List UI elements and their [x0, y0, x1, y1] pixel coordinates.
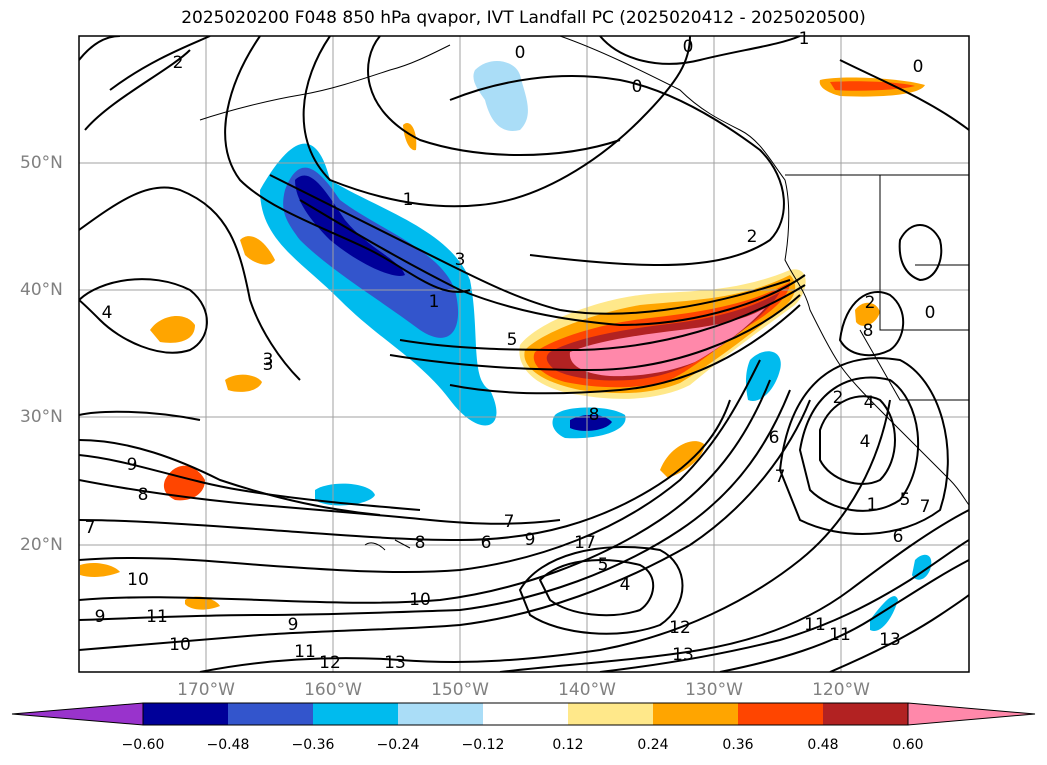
lat-label: 30°N [20, 407, 63, 427]
contour-label: 1 [429, 292, 440, 312]
negative-anomaly-region [260, 60, 932, 631]
graticule [79, 36, 969, 672]
lon-label: 170°W [177, 680, 235, 700]
contour-label: 0 [925, 303, 936, 323]
lon-label: 140°W [558, 680, 616, 700]
colorbar-tick-label: −0.36 [291, 737, 335, 753]
contour-label: 4 [102, 303, 113, 323]
contour-label: 11 [294, 642, 316, 662]
contour-label: 4 [864, 393, 875, 413]
lat-label: 40°N [20, 280, 63, 300]
positive-anomaly-region [80, 77, 925, 610]
lat-label: 20°N [20, 535, 63, 555]
contour-label: 1 [403, 190, 414, 210]
colorbar-tick-label: 0.24 [637, 737, 669, 753]
contour-label: 7 [775, 467, 786, 487]
contour-label: 4 [860, 432, 871, 452]
contour-label: 5 [900, 490, 911, 510]
contour-label: 3 [263, 350, 274, 370]
colorbar-swatch [568, 703, 653, 725]
contour-label: 8 [138, 485, 149, 505]
colorbar-swatch [483, 703, 568, 725]
contour-label: 13 [879, 630, 901, 650]
colorbar-extend-high [907, 702, 1036, 726]
colorbar-tick-label: 0.12 [552, 737, 584, 753]
colorbar-extend-low [11, 702, 144, 726]
contour-label: 7 [504, 512, 515, 532]
map-frame [78, 35, 970, 673]
contour-label: 5 [507, 330, 518, 350]
contour-label: 11 [146, 607, 168, 627]
colorbar-tick-label: −0.24 [376, 737, 420, 753]
contour-label: 10 [127, 570, 149, 590]
lon-label: 150°W [431, 680, 489, 700]
colorbar-swatch [143, 703, 228, 725]
ivt-contours [79, 36, 969, 672]
colorbar-swatch [823, 703, 908, 725]
contour-label: 6 [769, 428, 780, 448]
colorbar-swatch [738, 703, 823, 725]
contour-label: 12 [319, 653, 341, 673]
contour-label: 7 [85, 518, 96, 538]
lon-label: 130°W [685, 680, 743, 700]
lon-label: 120°W [812, 680, 870, 700]
colorbar-swatch [228, 703, 313, 725]
contour-label: 2 [865, 293, 876, 313]
contour-label: 3 [263, 355, 274, 375]
contour-label: 9 [288, 615, 299, 635]
contour-label: 2 [833, 388, 844, 408]
contour-label: 10 [169, 635, 191, 655]
colorbar-swatch [653, 703, 738, 725]
contour-label: 13 [384, 653, 406, 673]
colorbar-tick-label: 0.36 [722, 737, 754, 753]
contour-label: 13 [672, 645, 694, 665]
contour-label: 0 [683, 37, 694, 57]
contour-label: 0 [632, 77, 643, 97]
contour-label: 11 [804, 615, 826, 635]
contour-label: 9 [95, 607, 106, 627]
contour-label: 7 [920, 497, 931, 517]
contour-label: 11 [829, 625, 851, 645]
colorbar-tick-label: −0.12 [461, 737, 505, 753]
colorbar-frame [142, 702, 909, 726]
contour-label: 1 [799, 29, 810, 49]
contour-label: 2 [747, 227, 758, 247]
colorbar-tick-label: 0.60 [892, 737, 924, 753]
lat-label: 50°N [20, 153, 63, 173]
colorbar-swatch [398, 703, 483, 725]
contour-label: 5 [598, 555, 609, 575]
contour-label: 2 [173, 53, 184, 73]
contour-label: 8 [589, 405, 600, 425]
contour-label: 1 [867, 495, 878, 515]
lon-label: 160°W [304, 680, 362, 700]
coastline [199, 36, 969, 551]
colorbar-swatch [313, 703, 398, 725]
contour-label: 0 [515, 43, 526, 63]
contour-label: 10 [409, 590, 431, 610]
contour-label: 9 [525, 530, 536, 550]
contour-label: 12 [669, 618, 691, 638]
colorbar [11, 702, 1036, 726]
contour-label: 3 [455, 250, 466, 270]
colorbar-tick-label: −0.60 [121, 737, 165, 753]
map-title: 2025020200 F048 850 hPa qvapor, IVT Land… [181, 8, 866, 28]
contour-label: 8 [863, 321, 874, 341]
contour-label: 0 [913, 57, 924, 77]
colorbar-tick-label: −0.48 [206, 737, 250, 753]
colorbar-tick-label: 0.48 [807, 737, 839, 753]
contour-label: 17 [574, 533, 596, 553]
contour-label: 6 [481, 533, 492, 553]
contour-label: 6 [893, 527, 904, 547]
contour-label: 8 [415, 533, 426, 553]
contour-label: 4 [620, 575, 631, 595]
contour-label: 9 [127, 455, 138, 475]
